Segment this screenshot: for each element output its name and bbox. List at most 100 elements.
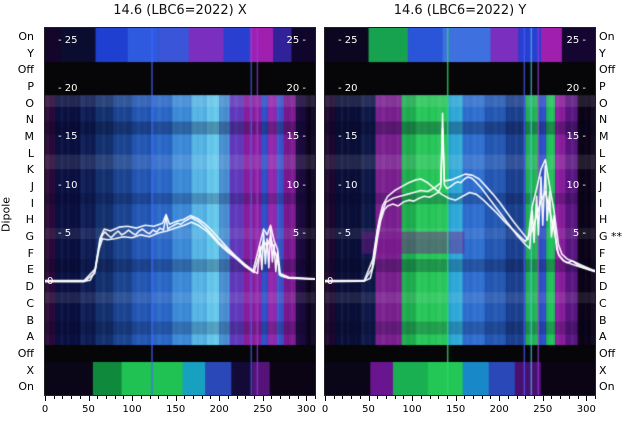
x-minor-tick [201, 396, 203, 399]
x-major-tick [175, 396, 177, 401]
x-minor-tick [534, 396, 536, 399]
row-label-right: On [599, 29, 615, 43]
row-label-left: A [26, 330, 34, 344]
x-minor-tick [140, 396, 142, 399]
x-tick-label: 0 [41, 404, 49, 415]
row-label-right: Off [599, 346, 616, 360]
row-label-right: F [599, 246, 606, 260]
x-major-tick [132, 396, 134, 401]
x-minor-tick [577, 396, 579, 399]
x-minor-tick [236, 396, 238, 399]
x-minor-tick [377, 396, 379, 399]
x-major-tick [499, 396, 501, 401]
row-label-left: J [30, 180, 34, 194]
x-major-tick [542, 396, 544, 401]
row-label-right: A [599, 330, 607, 344]
x-minor-tick [438, 396, 440, 399]
row-label-left: P [27, 79, 34, 93]
row-label-left: O [25, 96, 34, 110]
row-label-right: G ** [599, 230, 623, 244]
x-minor-tick [385, 396, 387, 399]
panel-title-y: 14.6 (LBC6=2022) Y [393, 3, 527, 18]
x-major-tick [45, 396, 46, 401]
x-minor-tick [105, 396, 107, 399]
x-minor-tick [297, 396, 299, 399]
x-tick-label: 250 [533, 404, 553, 415]
row-label-left: F [27, 246, 34, 260]
x-minor-tick [446, 396, 448, 399]
x-tick-label: 100 [122, 404, 142, 415]
x-minor-tick [551, 396, 553, 399]
x-major-tick [262, 396, 264, 401]
row-label-left: I [30, 196, 34, 210]
heatmap-panel-x [44, 27, 316, 396]
x-minor-tick [464, 396, 466, 399]
x-major-tick [325, 396, 326, 401]
x-minor-tick [568, 396, 570, 399]
x-minor-tick [403, 396, 405, 399]
x-minor-tick [245, 396, 247, 399]
x-minor-tick [560, 396, 562, 399]
x-minor-tick [473, 396, 475, 399]
x-major-tick [306, 396, 308, 401]
row-label-left: H [25, 213, 34, 227]
x-minor-tick [490, 396, 492, 399]
x-major-tick [219, 396, 221, 401]
row-label-left: K [26, 163, 34, 177]
row-label-right: N [599, 113, 608, 127]
row-label-left: B [26, 313, 34, 327]
row-label-left: M [24, 129, 35, 143]
row-label-left: C [26, 296, 34, 310]
panel-title-x: 14.6 (LBC6=2022) X [113, 3, 247, 18]
x-tick-label: 200 [489, 404, 509, 415]
row-label-left: On [18, 380, 34, 394]
x-major-tick [412, 396, 414, 401]
row-label-right: E [599, 263, 606, 277]
x-minor-tick [149, 396, 151, 399]
x-major-tick [368, 396, 370, 401]
x-tick-label: 250 [253, 404, 273, 415]
x-major-tick [88, 396, 90, 401]
row-label-right: I [599, 196, 603, 210]
x-minor-tick [359, 396, 361, 399]
x-minor-tick [158, 396, 160, 399]
heatmap-panel-y [324, 27, 596, 396]
row-label-left: On [18, 29, 34, 43]
x-tick-label: 150 [166, 404, 186, 415]
row-label-left: X [26, 363, 34, 377]
x-tick-label: 50 [82, 404, 95, 415]
x-minor-tick [516, 396, 518, 399]
row-label-right: H [599, 213, 608, 227]
row-label-left: N [25, 113, 34, 127]
x-minor-tick [351, 396, 353, 399]
row-label-right: X [599, 363, 607, 377]
x-tick-label: 150 [446, 404, 466, 415]
x-minor-tick [114, 396, 116, 399]
x-major-tick [586, 396, 588, 401]
x-major-tick [455, 396, 457, 401]
x-minor-tick [97, 396, 99, 399]
x-axis-x: 0 50 100 150 200 250 300 [41, 396, 317, 422]
row-label-right: O [599, 96, 608, 110]
x-minor-tick [481, 396, 483, 399]
row-label-right: Y [599, 46, 606, 60]
row-label-left: Y [27, 46, 34, 60]
row-label-right: K [599, 163, 607, 177]
x-minor-tick [507, 396, 509, 399]
x-minor-tick [193, 396, 195, 399]
x-minor-tick [342, 396, 344, 399]
x-tick-label: 50 [362, 404, 375, 415]
x-minor-tick [394, 396, 396, 399]
x-minor-tick [525, 396, 527, 399]
x-tick-label: 300 [576, 404, 596, 415]
x-minor-tick [254, 396, 256, 399]
x-minor-tick [595, 396, 596, 399]
row-label-left: G [25, 230, 34, 244]
x-axis-y: 0 50 100 150 200 250 300 [322, 396, 597, 422]
row-label-right: On [599, 380, 615, 394]
x-minor-tick [315, 396, 316, 399]
x-minor-tick [210, 396, 212, 399]
row-label-right: M [599, 129, 609, 143]
x-tick-label: 100 [402, 404, 422, 415]
